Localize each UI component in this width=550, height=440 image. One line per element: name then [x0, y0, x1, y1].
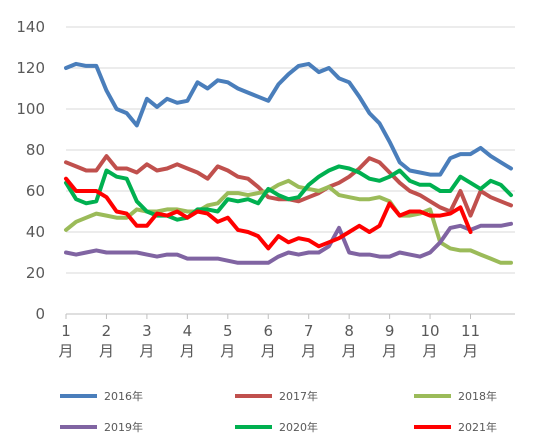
series-line-2018 [64, 178, 513, 265]
legend-label: 2019年 [104, 420, 143, 434]
series-line-2016 [64, 61, 513, 177]
legend-label: 2018年 [458, 389, 497, 403]
series-line-2019 [64, 221, 513, 265]
y-tick-label: 20 [26, 264, 45, 282]
gridlines [66, 26, 515, 274]
y-tick-label: 0 [35, 305, 45, 323]
x-axis-tick-labels: 1 月 2 月 3 月 4 月 5 月 6 月 7 月 8 月 9 月 10 月 11 月 [58, 322, 480, 360]
legend-item-2019: 2019年 [60, 420, 143, 434]
y-tick-label: 80 [26, 141, 45, 159]
legend-label: 2020年 [279, 420, 318, 434]
series-line-2020 [64, 164, 513, 222]
legend-label: 2016年 [104, 389, 143, 403]
legend-label: 2021年 [458, 420, 497, 434]
y-tick-label: 40 [26, 223, 45, 241]
y-axis-tick-labels: 0 20 40 60 80 100 120 140 [16, 18, 45, 323]
y-tick-label: 100 [16, 100, 45, 118]
x-tick-label: 10 月 [421, 322, 440, 360]
legend-item-2021: 2021年 [414, 420, 497, 434]
legend: 2016年 2017年 2018年 2019年 2020年 2021年 [60, 389, 497, 434]
series-lines [64, 61, 513, 265]
y-tick-label: 60 [26, 182, 45, 200]
y-tick-label: 140 [16, 18, 45, 36]
legend-item-2016: 2016年 [60, 389, 143, 403]
legend-item-2018: 2018年 [414, 389, 497, 403]
x-axis [65, 313, 515, 319]
legend-item-2017: 2017年 [235, 389, 318, 403]
y-tick-label: 120 [16, 59, 45, 77]
legend-item-2020: 2020年 [235, 420, 318, 434]
x-tick-label: 11 月 [461, 322, 480, 360]
legend-label: 2017年 [279, 389, 318, 403]
series-line-2021 [64, 176, 473, 251]
